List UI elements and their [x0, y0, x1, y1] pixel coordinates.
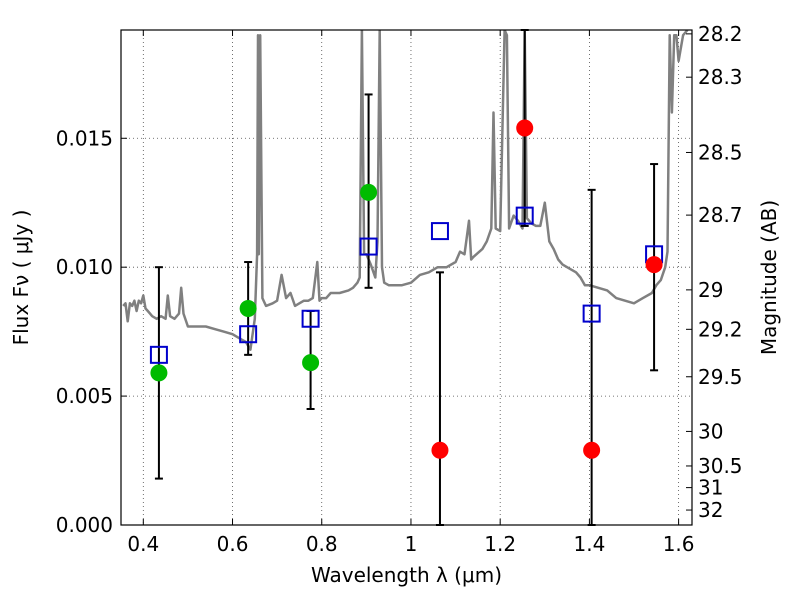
observed-point-circle	[516, 119, 534, 137]
observed-point-circle	[645, 256, 663, 274]
y2-tick-label: 29.5	[698, 365, 743, 389]
observed-point-circle	[150, 364, 168, 382]
x-axis: 0.4 0.6 0.8 1 1.2 1.4 1.6	[127, 30, 695, 556]
y2-tick-label: 28.7	[698, 203, 743, 227]
y-tick-label: 0.005	[56, 384, 113, 408]
y2-tick-label: 28.3	[698, 65, 743, 89]
observed-point-circle	[431, 441, 449, 459]
model-point-square	[239, 325, 258, 344]
y-tick-label: 0.015	[56, 126, 113, 150]
x-tick-label: 0.8	[306, 532, 338, 556]
observed-point-circle	[239, 299, 257, 317]
x-axis-label: Wavelength λ (μm)	[311, 563, 502, 587]
y2-tick-label: 30	[698, 419, 723, 443]
observed-point-circle	[583, 441, 601, 459]
model-point-square	[359, 237, 378, 256]
grid	[121, 30, 692, 526]
plot-frame	[120, 29, 693, 526]
model-point-square	[301, 309, 320, 328]
model-point-square	[149, 345, 168, 364]
y2-tick-label: 29	[698, 278, 723, 302]
y2-tick-label: 32	[698, 498, 723, 522]
spectrum-line	[122, 30, 689, 351]
y-tick-label: 0.000	[56, 513, 113, 537]
observed-point-circle	[302, 354, 320, 372]
y2-tick-label: 31	[698, 476, 723, 500]
y2-axis-label: Magnitude (AB)	[757, 200, 781, 355]
y2-tick-label: 28.5	[698, 140, 743, 164]
y2-tick-label: 29.2	[698, 317, 743, 341]
x-tick-label: 1	[405, 532, 418, 556]
model-point-square	[430, 222, 449, 241]
x-tick-label: 0.4	[127, 532, 159, 556]
model-point-square	[582, 304, 601, 323]
x-tick-label: 1.2	[484, 532, 516, 556]
plot-area	[122, 29, 689, 526]
y2-tick-label: 28.2	[698, 22, 743, 46]
x-tick-label: 0.6	[217, 532, 249, 556]
x-tick-label: 1.4	[573, 532, 605, 556]
y-axis-label: Flux Fν ( μJy )	[9, 210, 33, 346]
y2-tick-label: 30.5	[698, 454, 743, 478]
x-tick-label: 1.6	[663, 532, 695, 556]
observed-point-circle	[360, 183, 378, 201]
y-axis-left: 0.000 0.005 0.010 0.015	[56, 126, 127, 537]
model-point-square	[515, 206, 534, 225]
y-tick-label: 0.010	[56, 255, 113, 279]
